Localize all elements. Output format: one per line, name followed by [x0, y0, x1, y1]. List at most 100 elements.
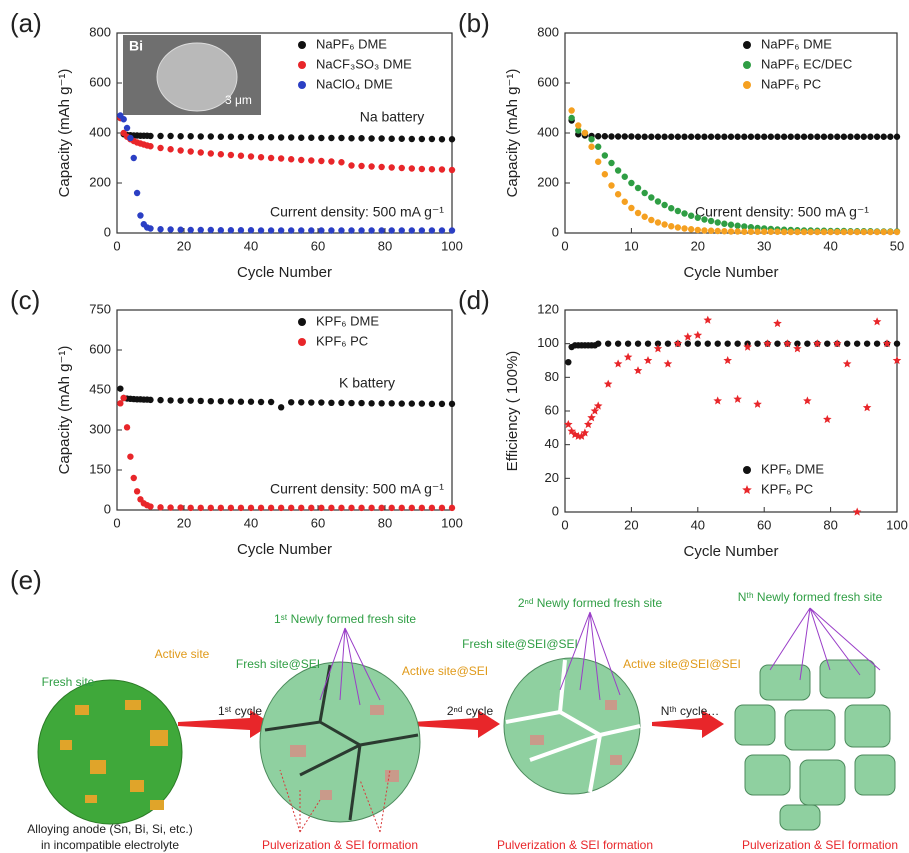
data-point: [747, 224, 755, 231]
data-point: [448, 166, 456, 174]
data-point: [388, 400, 395, 407]
x-tick-label: 0: [561, 238, 568, 253]
data-point: [398, 135, 405, 142]
legend-label: KPF₆ DME: [316, 313, 379, 328]
data-point: [348, 504, 355, 512]
data-point: [727, 133, 735, 140]
data-point: [428, 504, 436, 512]
data-point: [207, 226, 214, 234]
y-tick-label: 750: [89, 301, 111, 316]
data-point: [318, 504, 325, 512]
data-point: [707, 227, 715, 234]
data-point: [648, 216, 655, 224]
data-point: [378, 227, 385, 234]
data-point: [743, 342, 752, 351]
data-point: [217, 398, 225, 405]
data-point: [608, 133, 615, 140]
data-point: [840, 228, 848, 236]
data-point: [157, 396, 164, 404]
data-point: [157, 226, 164, 233]
data-point: [398, 164, 405, 172]
data-point: [288, 134, 295, 141]
data-point: [277, 504, 285, 512]
data-point: [328, 399, 335, 406]
data-point: [568, 114, 575, 122]
data-point: [207, 150, 214, 157]
data-point: [227, 504, 235, 512]
data-point: [834, 228, 841, 236]
arrow: [178, 710, 272, 738]
data-point: [893, 228, 901, 236]
data-point: [408, 135, 415, 143]
data-point: [123, 424, 131, 431]
data-point: [575, 122, 582, 129]
sei-sites: [530, 700, 622, 765]
data-point: [338, 159, 345, 166]
data-point: [687, 133, 695, 140]
data-point: [807, 228, 814, 236]
data-point: [724, 340, 731, 347]
data-point: [654, 219, 662, 226]
inset-label: Bi: [129, 38, 143, 54]
y-tick-label: 400: [537, 124, 559, 139]
data-point: [418, 400, 426, 407]
data-point: [227, 133, 235, 140]
series: [568, 117, 901, 140]
pulverized-sphere: [259, 661, 421, 823]
data-point: [804, 340, 811, 347]
diagram-label: 1ˢᵗ cycle: [218, 704, 262, 718]
data-point: [267, 504, 275, 512]
data-point: [308, 227, 315, 234]
arrow: [652, 710, 724, 738]
series: [117, 385, 456, 411]
data-point: [288, 504, 295, 512]
data-point: [673, 339, 683, 348]
data-point: [207, 133, 214, 140]
data-point: [595, 158, 602, 165]
y-tick-label: 20: [545, 470, 559, 485]
legend-marker: [742, 485, 752, 494]
data-point: [867, 228, 874, 236]
data-point: [338, 399, 345, 406]
data-point: [567, 426, 576, 435]
data-point: [714, 219, 721, 226]
data-point: [267, 154, 275, 162]
data-point: [641, 133, 648, 140]
panel-label: (b): [458, 8, 490, 38]
data-point: [683, 332, 693, 341]
data-point: [448, 400, 456, 408]
data-point: [237, 398, 245, 405]
x-tick-label: 60: [311, 238, 325, 253]
data-point: [734, 222, 741, 229]
data-point: [247, 133, 255, 141]
x-tick-label: 60: [311, 515, 325, 530]
diagram-label: Active site@SEI: [402, 664, 488, 678]
data-point: [794, 228, 801, 236]
data-point: [867, 133, 874, 140]
data-point: [328, 504, 335, 512]
active-sites: [60, 700, 168, 810]
y-tick-label: 800: [537, 24, 559, 39]
data-point: [133, 189, 141, 197]
y-tick-label: 0: [552, 224, 559, 239]
data-point: [661, 221, 668, 228]
data-point: [438, 504, 446, 512]
x-tick-label: 20: [177, 515, 191, 530]
legend-marker: [743, 466, 751, 474]
x-tick-label: 80: [378, 238, 392, 253]
data-point: [247, 398, 255, 405]
data-point: [814, 133, 821, 140]
data-point: [590, 406, 600, 415]
arrow: [412, 710, 500, 738]
data-point: [780, 133, 788, 140]
data-point: [852, 507, 862, 516]
data-point: [880, 228, 887, 236]
data-point: [887, 133, 894, 140]
data-point: [130, 154, 137, 162]
x-tick-label: 40: [244, 515, 258, 530]
diagram-label: Nᵗʰ Newly formed fresh site: [738, 590, 883, 604]
y-tick-label: 300: [89, 421, 111, 436]
diagram-label: 1ˢᵗ Newly formed fresh site: [274, 612, 416, 626]
data-point: [257, 504, 265, 512]
legend-marker: [298, 61, 306, 69]
